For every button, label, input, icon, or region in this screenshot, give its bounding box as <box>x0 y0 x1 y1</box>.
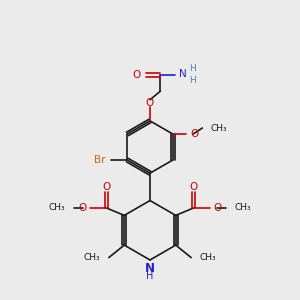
Text: O: O <box>133 70 141 80</box>
Text: O: O <box>189 182 198 192</box>
Text: O: O <box>190 129 198 139</box>
Text: CH₃: CH₃ <box>49 203 65 212</box>
Text: H: H <box>146 271 154 281</box>
Text: CH₃: CH₃ <box>200 253 216 262</box>
Text: O: O <box>214 203 222 213</box>
Text: Br: Br <box>94 155 106 165</box>
Text: CH₃: CH₃ <box>235 203 251 212</box>
Text: O: O <box>102 182 111 192</box>
Text: H: H <box>189 76 195 85</box>
Text: O: O <box>146 98 154 108</box>
Text: CH₃: CH₃ <box>84 253 101 262</box>
Text: CH₃: CH₃ <box>211 124 227 133</box>
Text: N: N <box>179 69 187 79</box>
Text: H: H <box>189 64 195 73</box>
Text: O: O <box>78 203 86 213</box>
Text: N: N <box>145 262 155 275</box>
